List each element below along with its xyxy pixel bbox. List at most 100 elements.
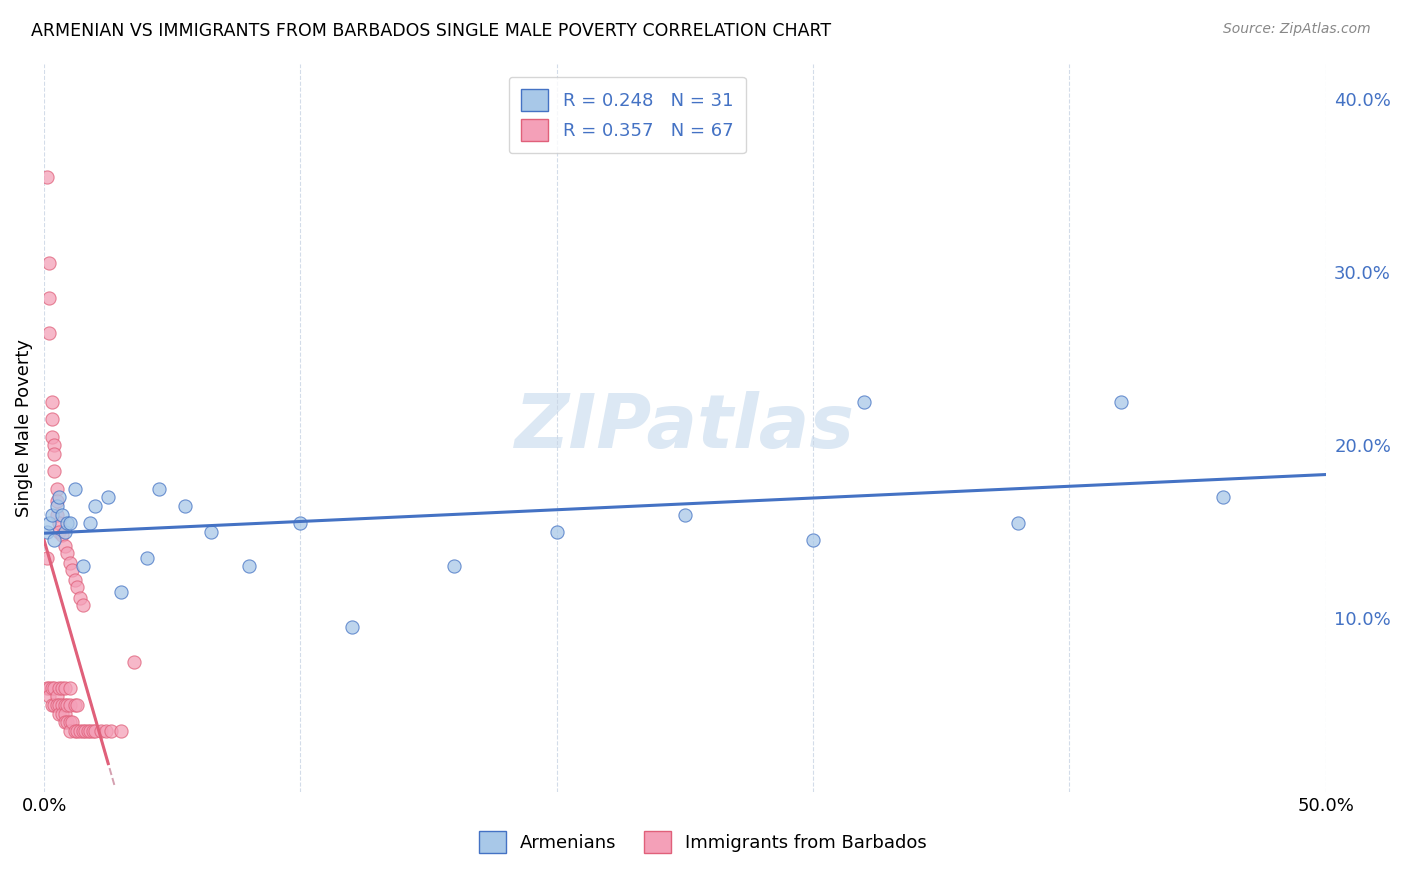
Point <box>59 681 82 695</box>
Legend: Armenians, Immigrants from Barbados: Armenians, Immigrants from Barbados <box>471 824 935 861</box>
Point <box>45 493 67 508</box>
Point <box>59 556 82 570</box>
Point <box>38 681 60 695</box>
Point <box>94 724 117 739</box>
Point <box>44 438 66 452</box>
Point <box>135 550 157 565</box>
Point <box>53 681 76 695</box>
Point <box>69 591 91 605</box>
Point <box>38 256 60 270</box>
Point <box>45 482 67 496</box>
Point <box>59 715 82 730</box>
Point <box>45 499 67 513</box>
Point <box>853 395 876 409</box>
Point <box>100 724 122 739</box>
Point <box>41 508 63 522</box>
Point <box>44 447 66 461</box>
Point <box>79 516 101 531</box>
Point <box>48 524 70 539</box>
Point <box>41 698 63 712</box>
Point <box>45 690 67 704</box>
Point <box>44 698 66 712</box>
Point <box>66 724 89 739</box>
Point <box>56 698 79 712</box>
Point <box>53 539 76 553</box>
Point <box>53 706 76 721</box>
Point <box>48 516 70 531</box>
Point <box>35 524 58 539</box>
Point <box>238 559 260 574</box>
Point <box>673 508 696 522</box>
Point <box>200 524 222 539</box>
Point <box>546 524 568 539</box>
Point <box>35 169 58 184</box>
Y-axis label: Single Male Poverty: Single Male Poverty <box>15 339 32 516</box>
Point <box>51 508 73 522</box>
Point <box>79 724 101 739</box>
Point <box>1212 490 1234 504</box>
Point <box>84 724 107 739</box>
Point <box>72 559 94 574</box>
Point <box>66 580 89 594</box>
Point <box>53 524 76 539</box>
Point <box>44 533 66 548</box>
Point <box>122 655 145 669</box>
Point <box>48 698 70 712</box>
Point <box>38 690 60 704</box>
Point <box>60 563 83 577</box>
Point <box>41 395 63 409</box>
Point <box>51 706 73 721</box>
Point <box>48 706 70 721</box>
Point <box>44 681 66 695</box>
Point <box>48 681 70 695</box>
Point <box>63 482 86 496</box>
Point <box>75 724 97 739</box>
Text: ARMENIAN VS IMMIGRANTS FROM BARBADOS SINGLE MALE POVERTY CORRELATION CHART: ARMENIAN VS IMMIGRANTS FROM BARBADOS SIN… <box>31 22 831 40</box>
Text: ZIPatlas: ZIPatlas <box>515 392 855 465</box>
Point <box>82 724 104 739</box>
Point <box>35 550 58 565</box>
Point <box>53 715 76 730</box>
Point <box>59 724 82 739</box>
Point <box>56 715 79 730</box>
Point <box>290 516 312 531</box>
Point <box>72 598 94 612</box>
Point <box>63 574 86 588</box>
Point <box>53 698 76 712</box>
Point <box>89 724 111 739</box>
Point <box>72 724 94 739</box>
Point <box>41 412 63 426</box>
Point <box>69 724 91 739</box>
Point <box>59 516 82 531</box>
Point <box>56 546 79 560</box>
Point <box>45 508 67 522</box>
Point <box>45 698 67 712</box>
Point <box>41 429 63 443</box>
Point <box>340 620 363 634</box>
Point <box>174 499 197 513</box>
Legend: R = 0.248   N = 31, R = 0.357   N = 67: R = 0.248 N = 31, R = 0.357 N = 67 <box>509 77 747 153</box>
Point <box>66 698 89 712</box>
Point <box>1007 516 1029 531</box>
Point <box>38 516 60 531</box>
Point <box>443 559 465 574</box>
Point <box>110 585 132 599</box>
Point <box>76 724 98 739</box>
Point <box>51 698 73 712</box>
Point <box>38 291 60 305</box>
Point <box>801 533 824 548</box>
Point <box>51 681 73 695</box>
Point <box>110 724 132 739</box>
Point <box>48 490 70 504</box>
Point <box>35 681 58 695</box>
Point <box>63 724 86 739</box>
Point <box>38 326 60 340</box>
Point <box>84 499 107 513</box>
Point <box>44 464 66 478</box>
Point <box>51 528 73 542</box>
Point <box>1109 395 1132 409</box>
Point <box>41 681 63 695</box>
Point <box>97 490 120 504</box>
Text: Source: ZipAtlas.com: Source: ZipAtlas.com <box>1223 22 1371 37</box>
Point <box>56 516 79 531</box>
